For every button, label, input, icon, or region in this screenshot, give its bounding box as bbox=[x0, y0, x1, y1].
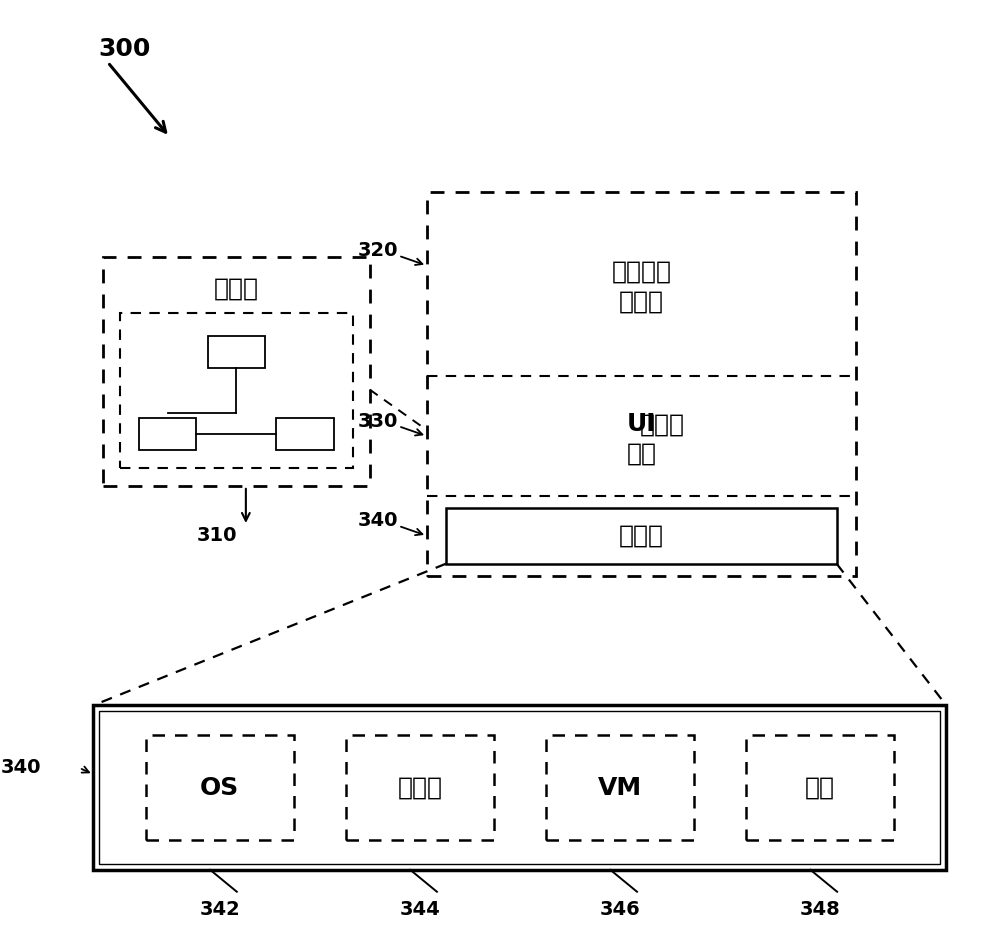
Text: 340: 340 bbox=[0, 758, 41, 777]
Bar bbox=[139, 418, 196, 450]
Bar bbox=[99, 711, 940, 864]
Bar bbox=[120, 314, 353, 468]
Text: 310: 310 bbox=[197, 526, 238, 546]
Text: 348: 348 bbox=[800, 900, 840, 919]
Text: 浏览器: 浏览器 bbox=[397, 776, 442, 799]
Bar bbox=[276, 418, 334, 450]
Text: UI: UI bbox=[627, 412, 656, 436]
Text: 企业: 企业 bbox=[805, 776, 835, 799]
Text: 342: 342 bbox=[199, 900, 240, 919]
Bar bbox=[546, 735, 694, 840]
Bar bbox=[103, 256, 370, 486]
Text: VM: VM bbox=[598, 776, 642, 799]
Bar bbox=[93, 706, 946, 870]
Text: 344: 344 bbox=[399, 900, 440, 919]
Text: 用户限定: 用户限定 bbox=[611, 260, 671, 285]
Text: 活动: 活动 bbox=[626, 442, 656, 466]
Bar bbox=[427, 192, 856, 576]
Text: 340: 340 bbox=[358, 511, 398, 531]
Bar bbox=[746, 735, 894, 840]
Bar bbox=[208, 336, 265, 368]
Text: OS: OS bbox=[200, 776, 239, 799]
Bar bbox=[446, 508, 837, 563]
Text: 自动化: 自动化 bbox=[640, 412, 685, 436]
Text: 的活动: 的活动 bbox=[619, 290, 664, 314]
Text: 346: 346 bbox=[599, 900, 640, 919]
Text: 设计器: 设计器 bbox=[214, 276, 259, 300]
Bar bbox=[146, 735, 294, 840]
Text: 驱动器: 驱动器 bbox=[619, 524, 664, 548]
Text: 320: 320 bbox=[358, 241, 398, 260]
Bar bbox=[346, 735, 494, 840]
Text: 330: 330 bbox=[358, 412, 398, 431]
Text: 300: 300 bbox=[98, 37, 151, 61]
